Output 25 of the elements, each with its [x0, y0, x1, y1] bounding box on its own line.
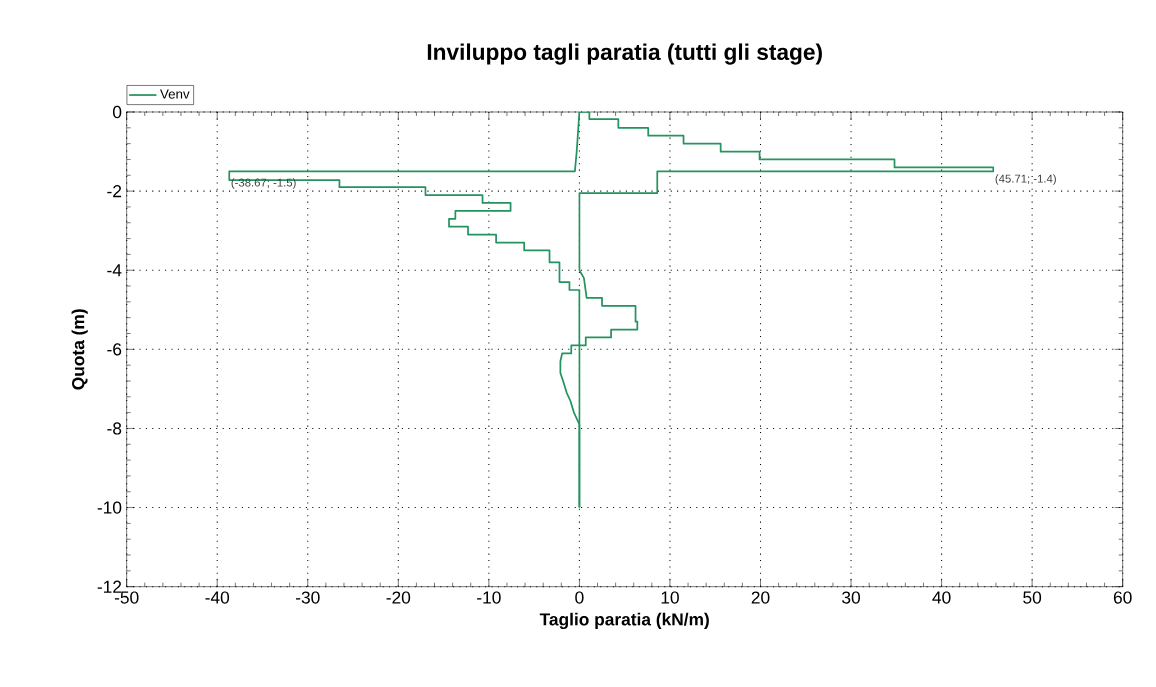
x-tick-label: 50: [1023, 591, 1042, 604]
x-tick-label: -20: [386, 591, 411, 604]
y-tick-label: -6: [107, 343, 122, 356]
y-tick-label: -10: [97, 501, 122, 514]
legend-label: Venv: [160, 89, 190, 99]
y-tick-label: -12: [97, 580, 122, 593]
x-tick-label: 20: [751, 591, 770, 604]
x-tick-label: -40: [205, 591, 230, 604]
x-tick-label: 10: [661, 591, 679, 604]
x-tick-label: 30: [842, 591, 861, 604]
x-tick-label: 0: [575, 591, 584, 604]
annotation: (45.71; -1.4): [995, 174, 1056, 186]
x-tick-label: -30: [296, 591, 320, 604]
y-tick-label: 0: [112, 106, 122, 119]
x-tick-label: -50: [114, 591, 139, 604]
annotation: (-38.67; -1.5): [231, 178, 296, 189]
chart-title: Inviluppo tagli paratia (tutti gli stage): [427, 43, 822, 65]
y-axis-title: Quota (m): [71, 309, 88, 390]
y-tick-label: -8: [107, 422, 122, 435]
x-tick-label: 40: [932, 591, 951, 604]
y-tick-label: -4: [107, 264, 122, 277]
x-axis-title: Taglio paratia (kN/m): [539, 612, 709, 630]
y-tick-label: -2: [107, 185, 122, 198]
x-tick-label: 60: [1113, 591, 1132, 604]
x-tick-label: -10: [477, 591, 501, 604]
